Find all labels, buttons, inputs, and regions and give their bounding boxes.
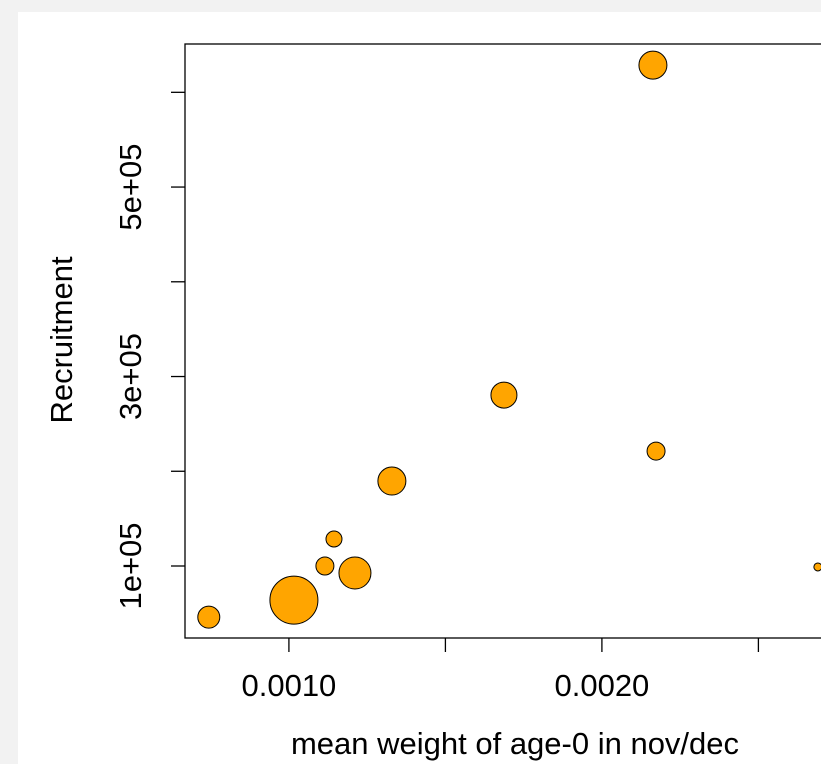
x-axis-label: mean weight of age-0 in nov/dec [291,726,739,761]
point [813,562,821,572]
x-tick-label: 0.0020 [554,668,649,703]
point [638,50,668,80]
point [490,381,518,409]
point [646,441,666,461]
point [197,605,221,629]
point [338,556,372,590]
panel [18,12,821,764]
point [377,466,407,496]
plot-box [184,43,821,639]
point [315,556,335,576]
y-tick-label: 3e+05 [113,333,148,420]
point [325,530,343,548]
y-tick-label: 1e+05 [113,522,148,609]
point [269,575,319,625]
y-tick-label: 5e+05 [113,144,148,231]
x-tick-label: 0.0010 [241,668,336,703]
y-axis-label: Recruitment [44,256,79,423]
